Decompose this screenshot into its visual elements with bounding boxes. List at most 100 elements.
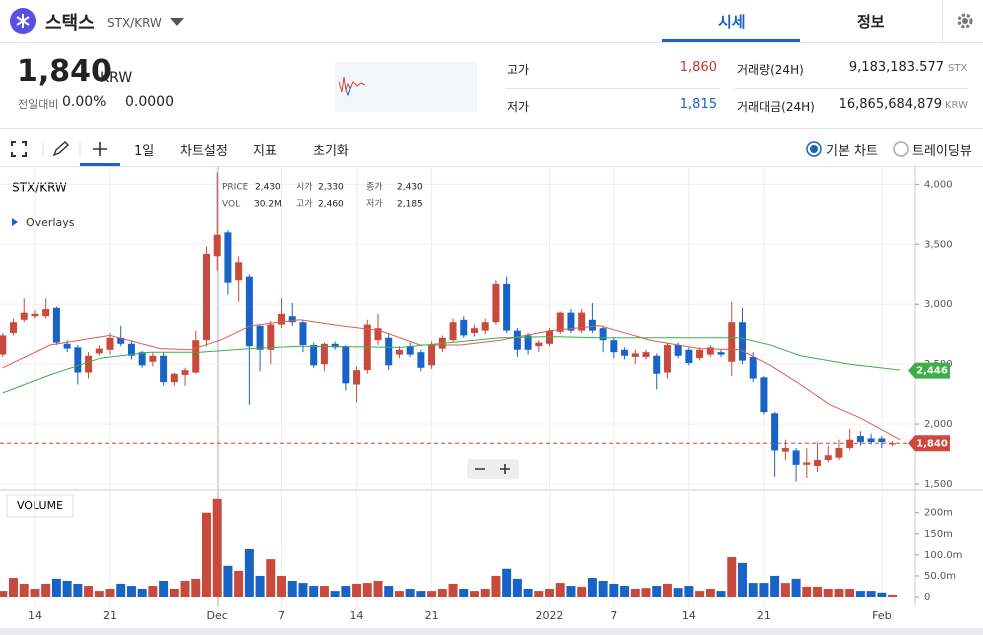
- candle-body: [610, 340, 618, 353]
- info-value: 2,185: [397, 200, 423, 210]
- volume-bar: [84, 586, 94, 597]
- candle-body: [213, 234, 221, 257]
- candle-body: [42, 309, 50, 317]
- overlay-toggle[interactable]: [12, 218, 18, 226]
- candle-body: [653, 355, 661, 374]
- volume-bar: [780, 583, 790, 597]
- overlays[interactable]: Overlays: [26, 216, 75, 229]
- volume-bar: [855, 591, 865, 597]
- divider: [0, 166, 983, 167]
- candle-body: [170, 373, 178, 383]
- candle-body: [824, 455, 832, 461]
- candle-body: [267, 324, 275, 350]
- x-tick-label: 7: [278, 609, 285, 622]
- candle-body: [428, 344, 436, 366]
- tab[interactable]: 시세: [718, 13, 746, 31]
- candle-body: [256, 325, 264, 350]
- candle-body: [331, 343, 339, 348]
- volume-bar: [673, 588, 683, 597]
- volume-bar: [587, 578, 597, 597]
- volume-bar: [330, 591, 340, 597]
- volume-bar: [802, 586, 812, 597]
- candle-body: [481, 322, 489, 331]
- candle-body: [74, 347, 82, 373]
- stat-unit: KRW: [945, 100, 968, 111]
- candle-body: [202, 253, 210, 341]
- price-unit: KRW: [100, 70, 133, 86]
- chart-settings[interactable]: 차트설정: [180, 144, 228, 159]
- candle-body: [342, 346, 350, 384]
- volume-tick-label: 150m: [924, 529, 953, 540]
- candle-body: [85, 355, 93, 373]
- radio-on[interactable]: [806, 141, 822, 157]
- volume-bar: [480, 588, 490, 597]
- candle-body: [278, 313, 286, 325]
- volume-tick-label: 50.0m: [924, 571, 956, 582]
- x-tick-label: 14: [28, 609, 42, 622]
- volume-bar: [555, 583, 565, 597]
- stat-label: 거래대금(24H): [737, 100, 815, 114]
- candle-body: [696, 349, 704, 359]
- candle-body: [417, 352, 425, 368]
- volume-bar: [298, 583, 308, 597]
- candle-body: [781, 448, 789, 452]
- candle-body: [706, 347, 714, 355]
- volume-bar: [41, 583, 51, 597]
- volume-bar: [759, 583, 769, 597]
- volume-bar: [534, 591, 544, 597]
- coin-logo: [10, 8, 36, 34]
- volume-bar: [94, 591, 104, 597]
- candle-body: [395, 349, 403, 355]
- volume-bar: [823, 588, 833, 597]
- volume-bar: [695, 591, 705, 597]
- x-tick-label: Feb: [872, 609, 891, 622]
- info-label: 시가: [296, 182, 313, 193]
- info-label: 저가: [366, 199, 383, 210]
- candle-body: [20, 312, 28, 320]
- volume-bar: [577, 586, 587, 597]
- volume-bar: [223, 565, 233, 597]
- volume-bar: [201, 512, 211, 597]
- dropdown-caret[interactable]: [170, 18, 184, 26]
- volume-bar: [234, 570, 244, 597]
- candle-body: [578, 312, 586, 331]
- tradingview[interactable]: 트레이딩뷰: [912, 144, 972, 159]
- volume-bar: [437, 588, 447, 597]
- volume-bar: [405, 588, 415, 597]
- candle-body: [31, 313, 39, 317]
- candle-body: [492, 283, 500, 323]
- volume-bar: [266, 559, 276, 597]
- basic-chart[interactable]: 기본 차트: [826, 144, 878, 159]
- volume-bar: [545, 588, 555, 597]
- reset[interactable]: 초기화: [313, 144, 349, 159]
- change-pct: 0.00%: [62, 94, 107, 110]
- chart-title: STX/KRW: [12, 181, 67, 195]
- candle-body: [738, 322, 746, 361]
- candle-body: [674, 344, 682, 356]
- candle-body: [749, 356, 757, 379]
- zoom-controls[interactable]: [467, 459, 519, 479]
- tab[interactable]: 정보: [857, 13, 885, 31]
- y-tick-label: 3,000: [924, 299, 953, 310]
- candle-body: [52, 307, 60, 343]
- info-value: 2,430: [255, 183, 281, 193]
- candle-body: [503, 283, 511, 331]
- volume-bar: [598, 580, 608, 597]
- moving-average: [2, 319, 901, 441]
- settings-icon[interactable]: [956, 12, 974, 30]
- candle-body: [127, 343, 135, 356]
- coin-name: 스택스: [45, 13, 95, 34]
- volume-bar: [737, 562, 747, 597]
- candle-body: [878, 438, 886, 443]
- candle-body: [385, 337, 393, 366]
- candle-body: [621, 349, 629, 356]
- info-value: 2,430: [397, 183, 423, 193]
- indicators[interactable]: 지표: [253, 144, 277, 159]
- radio-off[interactable]: [893, 141, 909, 157]
- toolbar-icons[interactable]: [10, 140, 120, 166]
- volume-bar: [191, 578, 201, 597]
- stat-label: 고가: [507, 63, 530, 77]
- interval-select[interactable]: 1일: [134, 144, 155, 159]
- volume-bar: [62, 580, 72, 597]
- volume-bar: [502, 568, 512, 597]
